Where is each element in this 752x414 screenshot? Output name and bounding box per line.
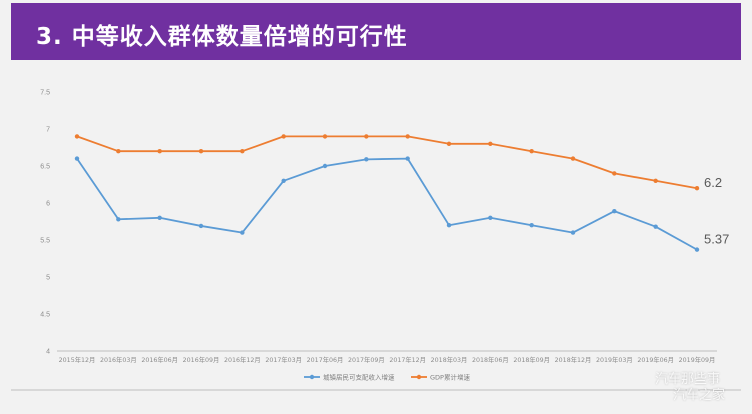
data-point: [116, 217, 121, 222]
data-point: [322, 163, 328, 169]
data-point: [446, 223, 452, 228]
y-tick-label: 4: [46, 349, 50, 356]
x-tick-label: 2019年03月: [596, 355, 633, 364]
end-data-label: 5.37: [704, 232, 729, 247]
data-point: [694, 247, 700, 252]
data-point: [653, 178, 658, 183]
y-tick-label: 7.5: [40, 90, 50, 97]
data-point: [322, 134, 328, 139]
data-point: [405, 156, 410, 161]
y-tick-label: 5: [46, 275, 50, 282]
watermark-line-2: 汽车之家: [673, 388, 726, 403]
x-tick-label: 2019年09月: [679, 355, 716, 364]
legend-marker: [309, 374, 315, 380]
data-point: [653, 224, 658, 229]
chart-panel: [11, 60, 741, 389]
watermark: 汽车那些事 汽车之家: [655, 372, 725, 404]
legend-label: 城镇居民可支配收入增速: [323, 372, 395, 381]
series-line-2: [76, 135, 698, 190]
x-tick-label: 2017年06月: [307, 355, 344, 364]
data-point: [157, 215, 162, 220]
x-tick-label: 2017年03月: [265, 355, 302, 364]
y-tick-label: 7: [46, 127, 50, 134]
data-point: [612, 171, 617, 176]
data-point: [570, 156, 576, 161]
series-line-1: [76, 157, 698, 251]
end-data-label: 6.2: [704, 175, 722, 190]
x-tick-label: 2017年12月: [389, 355, 426, 364]
y-tick-label: 6: [46, 201, 50, 208]
x-tick-label: 2016年12月: [224, 355, 261, 364]
watermark-line-1: 汽车那些事: [655, 372, 721, 387]
x-tick-label: 2016年09月: [183, 355, 220, 364]
x-tick-label: 2018年09月: [513, 355, 550, 364]
panel-bottom-edge: [11, 389, 741, 391]
data-point: [488, 141, 493, 146]
y-tick-label: 4.5: [40, 312, 50, 319]
data-point: [281, 134, 286, 139]
legend-marker: [416, 374, 422, 380]
slide-title: 3. 中等收入群体数量倍增的可行性: [36, 24, 408, 50]
data-point: [74, 156, 80, 161]
data-point: [74, 134, 80, 139]
x-tick-label: 2016年06月: [141, 355, 178, 364]
x-tick-label: 2015年12月: [59, 355, 96, 364]
data-point: [488, 215, 493, 220]
x-tick-label: 2016年03月: [100, 355, 137, 364]
data-point: [240, 149, 245, 154]
data-point: [116, 149, 121, 154]
x-tick-label: 2018年12月: [555, 355, 592, 364]
data-point: [405, 134, 410, 139]
header-bar: 3. 中等收入群体数量倍增的可行性: [11, 3, 741, 60]
data-point: [570, 230, 576, 235]
x-tick-label: 2018年03月: [431, 355, 468, 364]
data-point: [446, 141, 452, 146]
data-point: [364, 134, 369, 139]
x-tick-label: 2019年06月: [637, 355, 674, 364]
data-point: [198, 223, 204, 229]
y-tick-label: 5.5: [40, 238, 50, 245]
data-point: [529, 223, 534, 228]
data-point: [198, 149, 204, 154]
data-point: [240, 230, 245, 235]
legend-label: GDP累计增速: [430, 372, 470, 381]
data-point: [694, 186, 700, 191]
data-point: [612, 208, 617, 214]
x-tick-label: 2018年06月: [472, 355, 509, 364]
data-point: [529, 149, 534, 154]
data-point: [281, 178, 286, 183]
data-point: [157, 149, 162, 154]
data-point: [364, 157, 369, 162]
y-tick-label: 6.5: [40, 164, 50, 171]
x-tick-label: 2017年09月: [348, 355, 385, 364]
